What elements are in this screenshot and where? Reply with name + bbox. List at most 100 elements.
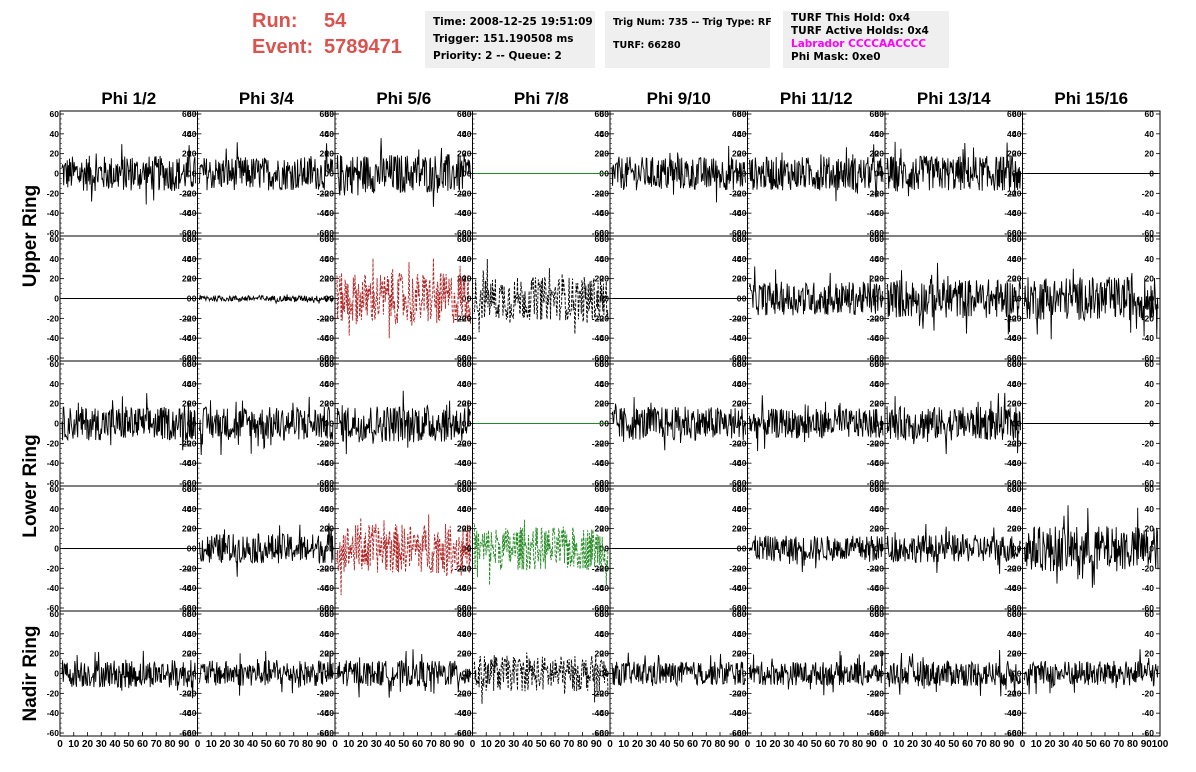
y-tick-label: -40 xyxy=(317,333,330,343)
y-tick-label: 20 xyxy=(1145,399,1155,409)
x-tick-label: 10 xyxy=(618,739,630,750)
y-tick-label: 60 xyxy=(600,109,610,119)
y-tick-label: -40 xyxy=(459,333,472,343)
y-tick-label: 0 xyxy=(54,544,59,554)
y-tick-label: 40 xyxy=(182,129,192,139)
x-tick-label: 10 xyxy=(68,739,80,750)
y-tick-label: 20 xyxy=(320,524,330,534)
waveform-trace xyxy=(749,144,884,202)
y-tick-label: -60 xyxy=(1004,353,1017,363)
y-tick-label: 40 xyxy=(182,254,192,264)
y-tick-label: -60 xyxy=(317,728,330,738)
y-tick-label: 40 xyxy=(600,379,610,389)
y-tick-label: 60 xyxy=(50,359,60,369)
y-tick-label: -60 xyxy=(597,478,610,488)
y-tick-label: 60 xyxy=(732,109,742,119)
labrador-text: Labrador CCCCAACCCC xyxy=(791,38,927,50)
y-tick-label: -20 xyxy=(1004,688,1017,698)
y-tick-label: -40 xyxy=(872,708,885,718)
x-tick-label: 0 xyxy=(195,739,201,750)
y-tick-label: -20 xyxy=(872,188,885,198)
y-tick-label: -40 xyxy=(454,208,467,218)
y-tick-label: 20 xyxy=(325,149,335,159)
y-tick-label: 0 xyxy=(1012,669,1017,679)
y-tick-label: 40 xyxy=(325,504,335,514)
y-tick-label: -40 xyxy=(872,208,885,218)
y-tick-label: -40 xyxy=(184,208,197,218)
y-tick-label: 60 xyxy=(50,609,60,619)
waveform-trace xyxy=(749,650,884,696)
waveform-trace xyxy=(336,649,471,698)
y-tick-label: -60 xyxy=(734,228,747,238)
y-tick-label: -40 xyxy=(1142,708,1155,718)
y-tick-label: 60 xyxy=(600,609,610,619)
y-tick-label: 0 xyxy=(879,669,884,679)
y-tick-label: 0 xyxy=(187,669,192,679)
y-tick-label: -20 xyxy=(867,563,880,573)
y-tick-label: -40 xyxy=(1009,333,1022,343)
y-tick-label: 60 xyxy=(457,359,467,369)
y-tick-label: -20 xyxy=(734,563,747,573)
y-tick-label: -20 xyxy=(1009,688,1022,698)
y-tick-label: 40 xyxy=(1012,129,1022,139)
y-tick-label: -20 xyxy=(1142,438,1155,448)
y-tick-label: -40 xyxy=(179,208,192,218)
y-tick-label: 60 xyxy=(870,484,880,494)
y-tick-label: 0 xyxy=(599,544,604,554)
y-tick-label: 60 xyxy=(870,109,880,119)
y-tick-label: 60 xyxy=(600,359,610,369)
y-tick-label: 20 xyxy=(325,399,335,409)
x-tick-label: 0 xyxy=(745,739,751,750)
y-tick-label: -60 xyxy=(459,603,472,613)
y-tick-label: 20 xyxy=(457,649,467,659)
y-tick-label: -20 xyxy=(317,688,330,698)
x-tick-label: 50 xyxy=(811,739,823,750)
y-tick-label: 20 xyxy=(1007,524,1017,534)
y-tick-label: 40 xyxy=(320,629,330,639)
x-tick-label: 70 xyxy=(976,739,988,750)
y-tick-label: -40 xyxy=(592,458,605,468)
y-tick-label: -40 xyxy=(179,333,192,343)
y-tick-label: -60 xyxy=(179,478,192,488)
y-tick-label: 60 xyxy=(187,359,197,369)
y-tick-label: -40 xyxy=(317,208,330,218)
y-tick-label: -60 xyxy=(179,228,192,238)
y-tick-label: 20 xyxy=(732,649,742,659)
y-tick-label: 0 xyxy=(879,169,884,179)
y-tick-label: -40 xyxy=(597,458,610,468)
y-tick-label: 40 xyxy=(457,254,467,264)
y-tick-label: -20 xyxy=(47,313,60,323)
y-tick-label: 20 xyxy=(1007,149,1017,159)
y-tick-label: 0 xyxy=(329,294,334,304)
y-tick-label: 60 xyxy=(870,234,880,244)
y-tick-label: -60 xyxy=(1009,353,1022,363)
x-tick-label: 0 xyxy=(470,739,476,750)
y-tick-label: -60 xyxy=(867,478,880,488)
y-tick-label: 20 xyxy=(187,524,197,534)
y-tick-label: 40 xyxy=(320,379,330,389)
y-tick-label: 0 xyxy=(604,419,609,429)
y-tick-label: -20 xyxy=(459,438,472,448)
y-tick-label: 20 xyxy=(732,149,742,159)
x-tick-label: 10 xyxy=(206,739,218,750)
y-tick-label: 60 xyxy=(732,359,742,369)
y-tick-label: 40 xyxy=(182,504,192,514)
y-tick-label: -20 xyxy=(179,188,192,198)
y-tick-label: 40 xyxy=(325,254,335,264)
y-tick-label: -40 xyxy=(459,583,472,593)
x-tick-label: 40 xyxy=(797,739,809,750)
x-tick-label: 50 xyxy=(398,739,410,750)
waveform-trace xyxy=(199,523,334,577)
y-tick-label: -60 xyxy=(1142,478,1155,488)
y-tick-label: -40 xyxy=(734,333,747,343)
y-tick-label: -60 xyxy=(317,353,330,363)
x-tick-label: 80 xyxy=(302,739,314,750)
y-tick-label: 20 xyxy=(457,524,467,534)
y-tick-label: 20 xyxy=(1145,524,1155,534)
waveform-trace xyxy=(199,650,334,696)
y-tick-label: 40 xyxy=(187,254,197,264)
run-label: Run: xyxy=(252,10,298,32)
y-tick-label: -20 xyxy=(317,438,330,448)
y-tick-label: -60 xyxy=(1004,728,1017,738)
y-tick-label: -60 xyxy=(872,478,885,488)
